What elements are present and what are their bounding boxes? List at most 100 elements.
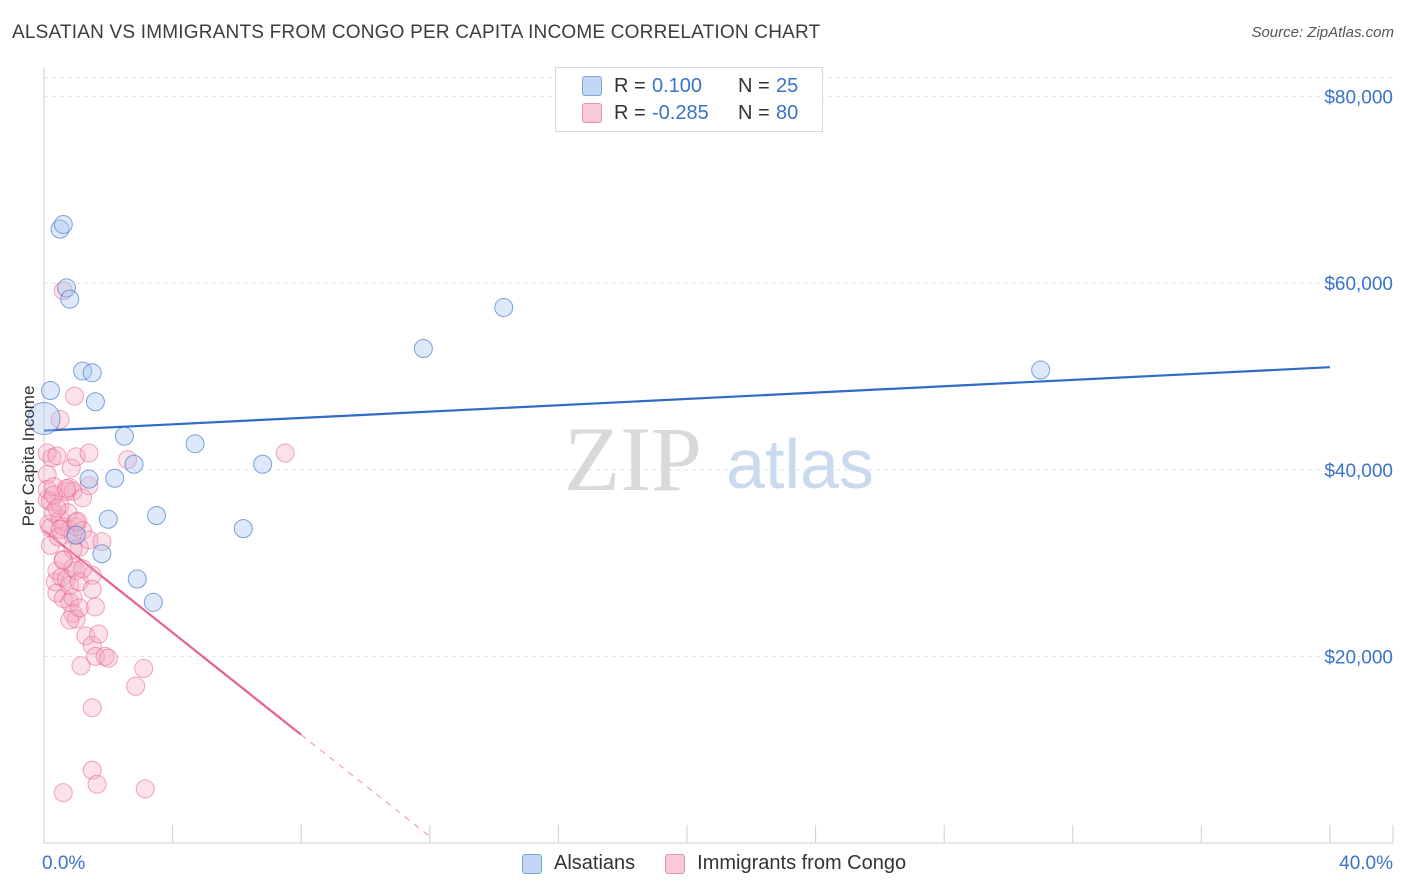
alsatian-point [53, 214, 73, 234]
congo-point [40, 535, 60, 555]
congo-point [73, 488, 93, 508]
watermark: ZIP atlas [564, 408, 874, 510]
alsatian-point [233, 519, 253, 539]
r-label: R = [614, 101, 646, 124]
congo-point [85, 597, 105, 617]
congo-trend-extension [300, 734, 431, 837]
r-value: -0.285 [652, 101, 709, 124]
alsatian-point [98, 509, 118, 529]
chart-title: ALSATIAN VS IMMIGRANTS FROM CONGO PER CA… [12, 22, 821, 43]
alsatian-point [92, 544, 112, 564]
congo-point [73, 559, 93, 579]
alsatian-point [147, 506, 167, 526]
congo-point [98, 648, 118, 668]
gridlines [44, 77, 1393, 657]
congo-point [66, 512, 86, 532]
congo-point [79, 443, 99, 463]
congo-point [95, 646, 115, 666]
congo-point [82, 698, 102, 718]
congo-point [47, 498, 67, 518]
congo-point [134, 659, 154, 679]
alsatian-point [1031, 360, 1051, 380]
n-label: N = [738, 101, 770, 124]
y-tick-label: $60,000 [1324, 274, 1393, 295]
alsatian-point [494, 298, 514, 317]
congo-point [47, 561, 67, 581]
x-tick-label: 40.0% [1339, 853, 1393, 874]
legend-row-alsatians: R = 0.100 N = 25 [582, 74, 798, 98]
congo-point [69, 537, 89, 557]
alsatian-point [27, 402, 61, 436]
n-value: 80 [776, 101, 799, 124]
congo-point [57, 478, 77, 498]
alsatian-point [413, 339, 433, 359]
alsatians-swatch [522, 853, 542, 874]
n-value: 25 [776, 74, 799, 97]
legend-box: R = 0.100 N = 25 R = -0.285 N = 80 [555, 67, 823, 132]
congo-point [53, 783, 73, 803]
alsatian-point [60, 289, 80, 309]
alsatian-point [114, 426, 134, 446]
alsatian-point [66, 525, 86, 545]
congo-point [71, 656, 91, 676]
legend-label-alsatians: Alsatians [554, 852, 636, 874]
x-tick-label: 0.0% [42, 853, 85, 874]
alsatian-point [124, 454, 144, 474]
r-value: 0.100 [652, 74, 703, 97]
axis-labels: $20,000 $40,000 $60,000 $80,000 0.0% 40.0% Per… [19, 88, 1393, 874]
congo-point [68, 511, 88, 531]
alsatian-point [79, 469, 99, 489]
congo-point [89, 624, 109, 644]
alsatian-point [57, 278, 77, 298]
alsatian-point [85, 392, 105, 412]
bottom-legend: Alsatians Immigrants from Congo [522, 852, 936, 875]
congo-point [61, 458, 81, 478]
watermark-zip: ZIP [564, 408, 702, 510]
congo-point [66, 609, 86, 629]
legend-item-congo[interactable]: Immigrants from Congo [665, 852, 906, 875]
alsatian-point [82, 363, 102, 383]
congo-point [87, 774, 107, 794]
alsatian-point [127, 569, 147, 589]
congo-point [126, 676, 146, 696]
congo-point [50, 495, 70, 515]
legend-item-alsatians[interactable]: Alsatians [522, 852, 635, 875]
congo-point [66, 561, 86, 581]
alsatian-point [105, 468, 125, 488]
data-points [27, 214, 1051, 803]
n-label: N = [738, 74, 770, 97]
congo-point [79, 476, 99, 496]
alsatian-point [185, 434, 205, 454]
congo-trend-line [43, 529, 302, 736]
congo-point [82, 565, 102, 585]
alsatian-point [253, 454, 273, 474]
congo-swatch [665, 853, 686, 874]
congo-point [135, 779, 155, 799]
congo-point [65, 386, 85, 406]
congo-point [63, 539, 83, 559]
congo-point [50, 520, 70, 540]
y-axis-label: Per Capita Income [19, 386, 38, 527]
congo-point [47, 446, 67, 466]
legend-label-congo: Immigrants from Congo [697, 852, 907, 874]
y-tick-label: $40,000 [1324, 461, 1393, 482]
congo-swatch [582, 103, 602, 123]
legend-row-congo: R = -0.285 N = 80 [582, 101, 798, 125]
source-label: Source: ZipAtlas.com [1251, 24, 1394, 41]
y-tick-label: $80,000 [1324, 88, 1393, 109]
alsatian-point [73, 361, 93, 381]
alsatian-point [40, 381, 60, 401]
congo-point [60, 610, 80, 630]
axes [43, 68, 1394, 844]
alsatians-swatch [582, 76, 602, 96]
congo-point [63, 558, 83, 578]
congo-point [82, 635, 102, 655]
trend-lines [43, 366, 1331, 837]
alsatian-point [143, 592, 163, 612]
congo-point [275, 443, 295, 463]
alsatians-trend-line [43, 366, 1331, 432]
congo-point [66, 447, 86, 467]
r-label: R = [614, 74, 646, 97]
congo-point [53, 550, 73, 570]
